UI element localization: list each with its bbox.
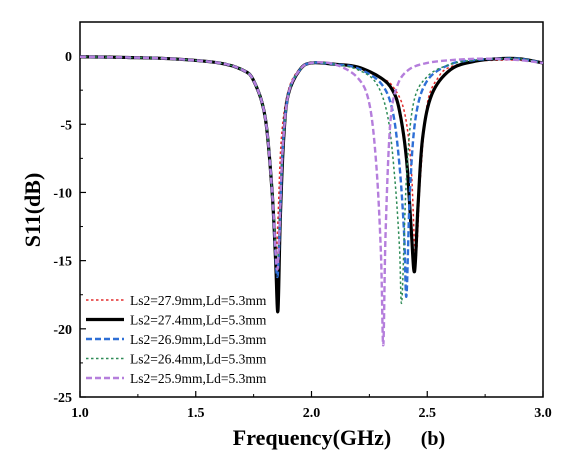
x-tick-label: 1.0 [71, 406, 89, 421]
y-tick-label: -20 [53, 323, 72, 338]
legend-label-2: Ls2=27.4mm,Ld=5.3mm [130, 313, 267, 328]
x-tick-label: 2.0 [303, 406, 321, 421]
series-layer [79, 55, 544, 347]
legend-label-1: Ls2=27.9mm,Ld=5.3mm [130, 293, 267, 308]
legend-label-4: Ls2=26.4mm,Ld=5.3mm [130, 352, 267, 367]
x-tick-label: 3.0 [534, 406, 552, 421]
y-tick-label: 0 [65, 50, 72, 65]
y-tick-label: -25 [53, 391, 72, 406]
y-tick-label: -15 [53, 255, 72, 270]
plot-area [79, 21, 544, 398]
x-tick-label: 2.5 [419, 406, 437, 421]
legend-label-3: Ls2=26.9mm,Ld=5.3mm [130, 332, 267, 347]
legend-label-5: Ls2=25.9mm,Ld=5.3mm [130, 371, 267, 386]
legend: Ls2=27.9mm,Ld=5.3mm Ls2=27.4mm,Ld=5.3mm Ls… [86, 293, 267, 386]
series-line-5 [79, 55, 544, 347]
y-axis-title: S11(dB) [20, 173, 45, 248]
y-tick-label: -10 [53, 186, 72, 201]
annotation-label: (b) [421, 428, 445, 450]
tick-labels: 1.0 1.5 2.0 2.5 3.0 0 -5 -10 -15 -20 -25 [53, 50, 551, 421]
x-tick-label: 1.5 [187, 406, 205, 421]
x-axis-title: Frequency(GHz) [233, 425, 391, 450]
y-tick-label: -5 [60, 118, 72, 133]
